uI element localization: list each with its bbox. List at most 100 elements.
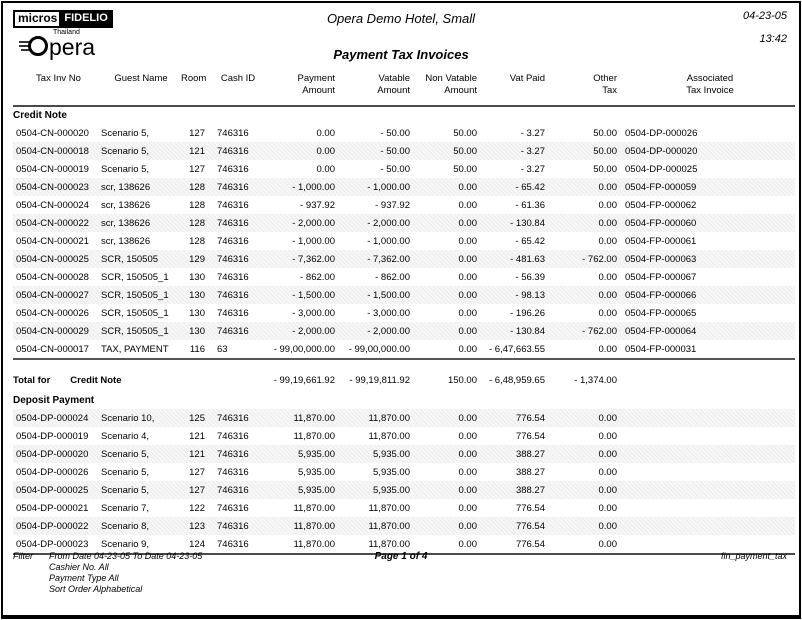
col-tax-inv-no-cell: 0504-CN-000029: [16, 325, 89, 337]
table-row: 0504-CN-000018 Scenario 5, 121 746316 0.00 - …: [13, 142, 795, 160]
col-cash-id-cell: 746316: [217, 325, 249, 337]
col-vat-paid-cell: 776.54: [515, 412, 545, 424]
col-guest-name-cell: scr, 138626: [101, 199, 151, 211]
col-payment-amount-cell: 11,870.00: [293, 502, 335, 514]
col-non-vatable-amount-cell: 0.00: [458, 271, 478, 283]
col-tax-inv-no-cell: 0504-DP-000022: [16, 520, 89, 532]
col-payment-amount-cell: - 3,000.00: [292, 307, 335, 319]
col-tax-inv-no-cell: 0504-CN-000019: [16, 163, 89, 175]
col-non-vatable-amount-cell: 0.00: [458, 289, 478, 301]
table-row: 0504-CN-000021 scr, 138626 128 746316 - 1,00…: [13, 232, 795, 250]
col-room-cell: 125: [189, 412, 205, 424]
col-vat-paid-cell: 776.54: [515, 538, 545, 550]
col-non-vatable-amount-cell: 0.00: [458, 217, 478, 229]
col-cash-id-cell: 746316: [217, 484, 249, 496]
col-cash-id-total-cell: [205, 358, 259, 392]
col-payment-amount-cell: 11,870.00: [293, 520, 335, 532]
col-payment-amount-cell: 5,935.00: [298, 466, 335, 478]
col-cash-id-cell: 63: [217, 343, 228, 355]
col-payment-amount-cell: 0.00: [316, 145, 336, 157]
col-room-cell: 129: [189, 253, 205, 265]
col-non-vatable-amount-cell: 0.00: [458, 235, 478, 247]
col-associated-tax-invoice-cell: [617, 409, 795, 427]
table-row: 0504-DP-000019 Scenario 4, 121 746316 11,870…: [13, 427, 795, 445]
filter-line: Sort Order Alphabetical: [49, 584, 143, 594]
col-cash-id-cell: 746316: [217, 412, 249, 424]
col-associated-tax-invoice-cell: 0504-DP-000020: [625, 145, 698, 157]
col-associated-tax-invoice-cell: 0504-FP-000059: [625, 181, 697, 193]
col-tax-inv-no-cell: 0504-CN-000018: [16, 145, 89, 157]
col-tax-inv-no-cell: 0504-CN-000026: [16, 307, 89, 319]
col-tax-inv-no-cell: 0504-DP-000025: [16, 484, 89, 496]
section-name: Deposit Payment: [13, 395, 95, 406]
col-guest-name-cell: Scenario 8,: [101, 520, 150, 532]
section-name: Credit Note: [13, 110, 67, 121]
col-associated-tax-invoice-cell: 0504-FP-000062: [625, 199, 697, 211]
report-table: Tax Inv No Guest Name Room Cash ID Payment Am…: [13, 73, 795, 555]
col-room-cell: 127: [189, 484, 205, 496]
col-other-tax-cell: 0.00: [598, 466, 618, 478]
table-row: 0504-CN-000020 Scenario 5, 127 746316 0.00 - …: [13, 124, 795, 142]
col-room-cell: 121: [189, 145, 205, 157]
col-vat-paid-cell: 776.54: [515, 520, 545, 532]
col-tax-inv-no-cell: 0504-DP-000023: [16, 538, 89, 550]
col-other-tax-header: Other Tax: [593, 73, 617, 96]
col-room-cell: 127: [189, 127, 205, 139]
micros-fidelio-opera-logo: micros FIDELIO Thailand pera: [13, 9, 113, 65]
col-payment-amount-cell: 11,870.00: [293, 430, 335, 442]
col-other-tax-cell: 50.00: [593, 145, 617, 157]
col-room-cell: 123: [189, 520, 205, 532]
col-payment-amount-cell: - 7,362.00: [292, 253, 335, 265]
col-cash-id-cell: 746316: [217, 199, 249, 211]
report-table-body: Credit Note 0504-CN-000020 Scenario 5, 127 7…: [13, 106, 795, 554]
table-header: Tax Inv No Guest Name Room Cash ID Payment Am…: [13, 73, 795, 106]
col-guest-name-cell: Scenario 9,: [101, 538, 150, 550]
table-row: 0504-CN-000029 SCR, 150505_1 130 746316 - 2,…: [13, 322, 795, 340]
col-guest-name-cell: Scenario 5,: [101, 127, 150, 139]
col-vat-paid-cell: 388.27: [515, 448, 545, 460]
col-payment-amount-cell: 0.00: [316, 127, 336, 139]
col-vatable-amount-cell: - 99,00,000.00: [348, 343, 410, 355]
col-vat-paid-cell: 776.54: [515, 430, 545, 442]
col-room-cell: 122: [189, 502, 205, 514]
col-other-tax-cell: - 762.00: [582, 325, 617, 337]
col-vat-paid-cell: - 3.27: [520, 145, 545, 157]
table-row: 0504-DP-000022 Scenario 8, 123 746316 11,870…: [13, 517, 795, 535]
col-tax-inv-no-cell: 0504-CN-000028: [16, 271, 89, 283]
col-associated-tax-invoice-cell: 0504-DP-000026: [625, 127, 698, 139]
col-guest-name-cell: TAX, PAYMENT: [101, 343, 169, 355]
col-tax-inv-no-cell: 0504-CN-000017: [16, 343, 89, 355]
col-vatable-amount-cell: - 862.00: [375, 271, 410, 283]
table-row: 0504-DP-000020 Scenario 5, 121 746316 5,935.…: [13, 445, 795, 463]
col-other-tax-cell: 0.00: [598, 448, 618, 460]
micros-fidelio-wordmark: micros FIDELIO: [13, 10, 113, 28]
table-row: 0504-CN-000019 Scenario 5, 127 746316 0.00 - …: [13, 160, 795, 178]
col-vat-paid-cell: - 65.42: [515, 181, 545, 193]
col-non-vatable-amount-cell: 0.00: [458, 343, 478, 355]
col-vat-paid-cell: - 3.27: [520, 163, 545, 175]
col-vatable-amount-header: Vatable Amount: [377, 73, 410, 96]
col-vatable-amount-cell: 11,870.00: [368, 502, 410, 514]
col-non-vatable-amount-cell: 0.00: [458, 412, 478, 424]
col-payment-amount-cell: - 1,500.00: [292, 289, 335, 301]
col-other-tax-cell: 0.00: [598, 343, 618, 355]
col-tax-inv-no-cell: 0504-DP-000020: [16, 448, 89, 460]
table-row: 0504-CN-000026 SCR, 150505_1 130 746316 - 3,…: [13, 304, 795, 322]
col-guest-name-cell: SCR, 150505_1: [101, 325, 169, 337]
col-vat-paid-cell: - 3.27: [520, 127, 545, 139]
col-cash-id-cell: 746316: [217, 217, 249, 229]
table-row: 0504-CN-000017 TAX, PAYMENT 116 63 - 99,00,0…: [13, 340, 795, 359]
col-room-cell: 130: [189, 289, 205, 301]
col-cash-id-cell: 746316: [217, 163, 249, 175]
col-room-cell: 130: [189, 271, 205, 283]
col-vatable-amount-cell: - 1,500.00: [367, 289, 410, 301]
col-guest-name-cell: Scenario 7,: [101, 502, 150, 514]
col-room-cell: 127: [189, 466, 205, 478]
col-associated-tax-invoice-cell: [617, 517, 795, 535]
table-row: 0504-CN-000024 scr, 138626 128 746316 - 937.…: [13, 196, 795, 214]
col-room-cell: 127: [189, 163, 205, 175]
fidelio-logo-text: FIDELIO: [61, 10, 113, 28]
col-room-cell: 128: [189, 235, 205, 247]
col-associated-tax-invoice-cell: [617, 445, 795, 463]
col-cash-id-cell: 746316: [217, 448, 249, 460]
